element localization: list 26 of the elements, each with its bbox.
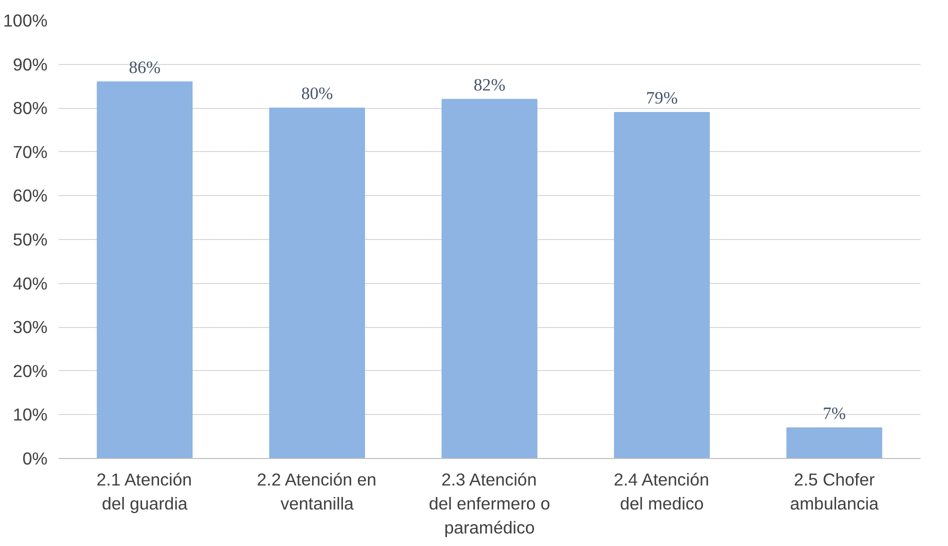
data-label: 86% bbox=[128, 58, 161, 77]
y-tick-label: 80% bbox=[12, 98, 48, 118]
x-tick-label: 2.3 Atención del enfermero o paramédico bbox=[428, 470, 550, 538]
x-tick-label: 2.2 Atención en ventanilla bbox=[256, 470, 376, 514]
data-label: 80% bbox=[301, 84, 333, 104]
y-tick-label: 50% bbox=[12, 230, 48, 250]
bar bbox=[786, 427, 882, 458]
bar bbox=[442, 98, 538, 458]
bar bbox=[614, 112, 710, 458]
y-tick-label: 30% bbox=[12, 317, 48, 338]
y-tick-label: 70% bbox=[12, 142, 48, 162]
data-label: 7% bbox=[822, 404, 846, 423]
x-tick-label: 2.1 Atención del guardia bbox=[96, 470, 192, 514]
bar bbox=[269, 108, 366, 458]
data-label: 79% bbox=[646, 88, 678, 108]
y-tick-label: 10% bbox=[12, 404, 48, 425]
y-tick-label: 90% bbox=[12, 54, 48, 74]
data-label: 82% bbox=[474, 75, 506, 94]
y-tick-label: 0% bbox=[22, 448, 48, 468]
x-tick-label: 2.5 Chofer ambulancia bbox=[790, 470, 879, 514]
y-tick-label: 40% bbox=[12, 273, 48, 294]
bar bbox=[96, 81, 193, 458]
y-tick-label: 20% bbox=[12, 360, 48, 381]
x-tick-label: 2.4 Atención del medico bbox=[614, 470, 710, 514]
y-tick-label: 60% bbox=[12, 186, 48, 206]
y-tick-label: 100% bbox=[3, 10, 48, 30]
